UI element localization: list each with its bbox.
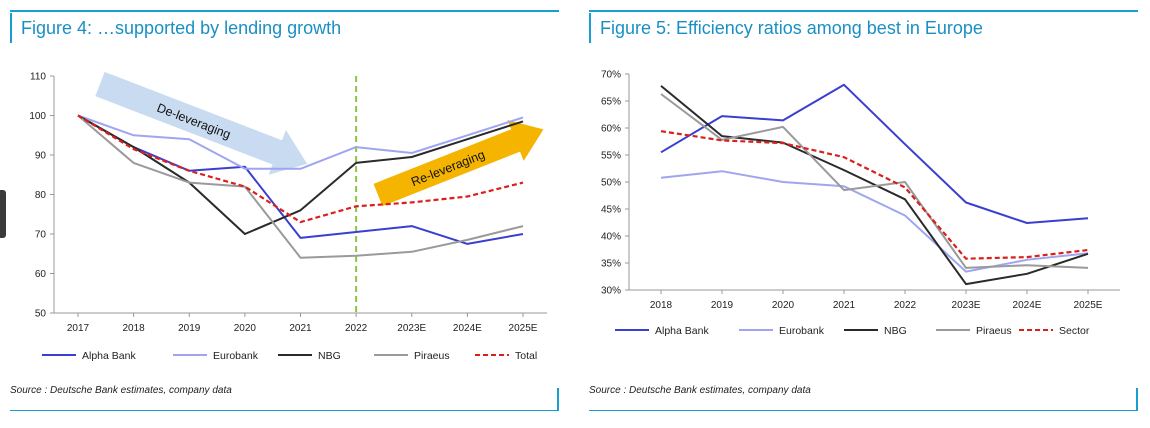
x-tick-label: 2021 (833, 300, 856, 311)
legend-label-piraeus: Piraeus (414, 350, 450, 362)
y-tick-label: 80 (35, 190, 47, 201)
x-tick-label: 2019 (178, 323, 201, 334)
x-tick-label: 2020 (772, 300, 795, 311)
x-tick-label: 2019 (711, 300, 734, 311)
y-tick-label: 30% (601, 286, 621, 297)
y-tick-label: 60 (35, 269, 47, 280)
y-tick-label: 45% (601, 205, 621, 216)
panel-bottom-rule (589, 410, 1138, 411)
x-tick-label: 2017 (67, 323, 90, 334)
legend-label-total: Total (515, 350, 537, 362)
y-tick-label: 35% (601, 259, 621, 270)
legend-label-alpha-bank: Alpha Bank (82, 350, 136, 362)
figure-4-chart: 50 60 70 80 90 100 110 2017 2018 2019 2020 2021 2022… (29, 71, 547, 362)
re-leveraging-arrow-shape (373, 120, 544, 207)
annotations: De-leveraging Re-leveraging (95, 71, 544, 207)
x-tick-label: 2020 (234, 323, 257, 334)
y-tick-label: 55% (601, 151, 621, 162)
legend-label-piraeus: Piraeus (976, 325, 1012, 337)
series-line-total (77, 114, 524, 224)
series-line-alpha-bank (660, 83, 1089, 224)
panel-top-rule (10, 10, 559, 12)
legend-label-sector: Sector (1059, 325, 1090, 337)
de-leveraging-arrow-shape (95, 71, 308, 175)
re-leveraging-arrow: Re-leveraging (373, 120, 544, 207)
x-tick-label: 2022 (345, 323, 368, 334)
series-line-eurobank (77, 114, 524, 170)
series-line-eurobank (660, 170, 1089, 273)
figure-4-panel: Figure 4: …supported by lending growth 5… (10, 10, 559, 414)
legend-label-alpha-bank: Alpha Bank (655, 325, 709, 337)
figure-5-title: Figure 5: Efficiency ratios among best i… (589, 13, 983, 43)
x-tick-label: 2023E (397, 323, 426, 334)
x-tick-label: 2025E (1074, 300, 1103, 311)
x-tick-label: 2021 (289, 323, 312, 334)
panel-bottom-rule (10, 410, 559, 411)
panel-top-rule (589, 10, 1138, 12)
y-tick-label: 70 (35, 230, 47, 241)
figure-5-chart: 30% 35% 40% 45% 50% 55% 60% 65% 70% 2018 2019 2020 2… (601, 70, 1120, 337)
series-line-piraeus (77, 114, 524, 259)
legend-label-nbg: NBG (318, 350, 341, 362)
legend-label-nbg: NBG (884, 325, 907, 337)
series-line-piraeus (660, 93, 1089, 269)
figure-5-source: Source : Deutsche Bank estimates, compan… (589, 385, 811, 396)
x-tick-label: 2024E (453, 323, 482, 334)
x-tick-label: 2025E (509, 323, 538, 334)
figure-5-panel: Figure 5: Efficiency ratios among best i… (589, 10, 1138, 414)
panel-right-bar (557, 388, 559, 410)
y-tick-label: 110 (30, 72, 46, 83)
y-tick-label: 40% (601, 232, 621, 243)
x-tick-label: 2022 (894, 300, 917, 311)
y-tick-label: 100 (29, 111, 46, 122)
de-leveraging-arrow: De-leveraging (95, 71, 308, 175)
figure-4-source: Source : Deutsche Bank estimates, compan… (10, 385, 232, 396)
x-tick-label: 2018 (123, 323, 146, 334)
y-tick-label: 60% (601, 124, 621, 135)
x-tick-label: 2024E (1013, 300, 1042, 311)
y-tick-label: 70% (601, 70, 621, 81)
y-tick-label: 50 (35, 309, 47, 320)
y-tick-label: 65% (601, 97, 621, 108)
figure-4-title: Figure 4: …supported by lending growth (10, 13, 341, 43)
series-line-alpha-bank (77, 114, 524, 245)
series-line-sector (660, 130, 1089, 260)
x-tick-label: 2018 (650, 300, 673, 311)
y-tick-label: 90 (35, 151, 47, 162)
x-tick-label: 2023E (952, 300, 981, 311)
series-line-nbg (77, 114, 524, 235)
side-tab-handle[interactable] (0, 190, 6, 238)
y-tick-label: 50% (601, 178, 621, 189)
panel-right-bar (1136, 388, 1138, 410)
legend-label-eurobank: Eurobank (779, 325, 825, 337)
legend-label-eurobank: Eurobank (213, 350, 259, 362)
